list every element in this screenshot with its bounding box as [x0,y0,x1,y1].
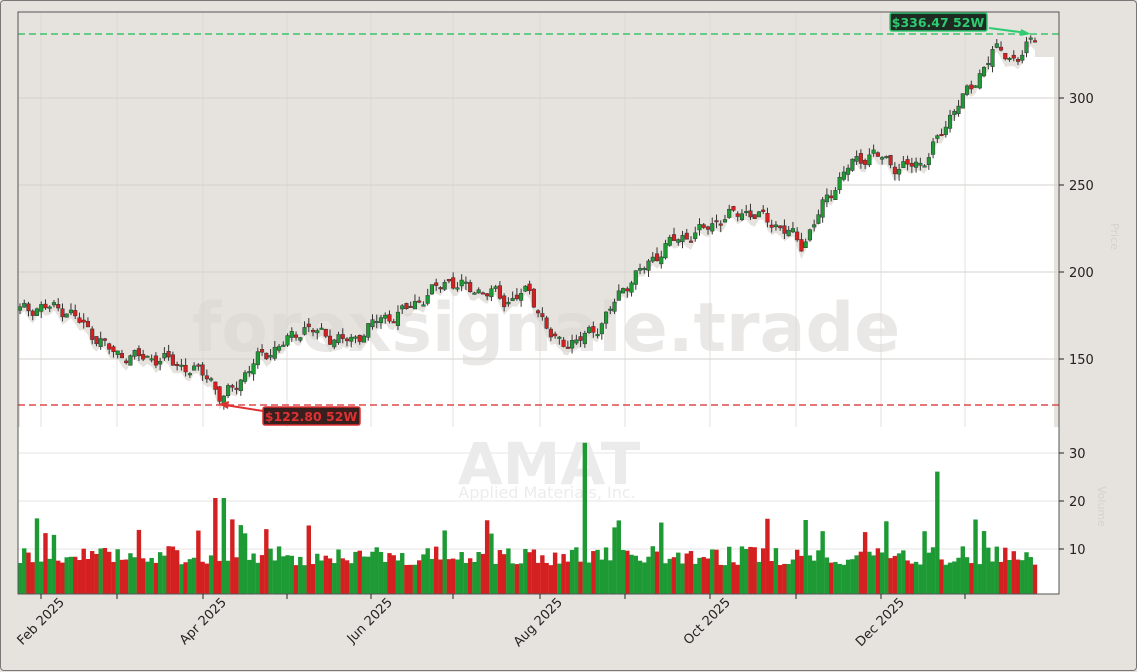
volume-axis-title: Volume [1095,486,1108,527]
price-axis: 300 250 200 150 Price [1059,92,1121,368]
volume-axis: 30 20 10 Volume [1059,447,1108,558]
ticker-watermark: AMAT [458,430,641,498]
price-axis-title: Price [1108,223,1121,250]
low-52w-annotation: $122.80 52W [219,401,361,426]
high-52w-annotation: $336.47 52W [889,12,1031,36]
x-tick-dec-2025: Dec 2025 [853,595,908,650]
volume-tick-30: 30 [1069,447,1086,462]
company-watermark: Applied Materials, Inc. [458,483,635,502]
x-tick-jun-2025: Jun 2025 [344,595,396,647]
x-axis: Feb 2025 Apr 2025 Jun 2025 Aug 2025 Oct … [15,594,966,650]
volume-tick-20: 20 [1069,495,1086,510]
price-tick-250: 250 [1069,179,1094,194]
x-tick-feb-2025: Feb 2025 [15,595,68,648]
x-tick-aug-2025: Aug 2025 [511,595,566,650]
axes-border [17,11,1060,595]
candlesticks [17,35,1038,410]
price-tick-300: 300 [1069,92,1094,107]
price-tick-150: 150 [1069,353,1094,368]
price-tick-200: 200 [1069,266,1094,281]
volume-bars [17,442,1038,594]
low-52w-label: $122.80 52W [265,409,358,424]
x-tick-oct-2025: Oct 2025 [681,595,734,648]
volume-tick-10: 10 [1069,543,1086,558]
x-tick-apr-2025: Apr 2025 [177,595,230,648]
high-52w-label: $336.47 52W [892,15,985,30]
